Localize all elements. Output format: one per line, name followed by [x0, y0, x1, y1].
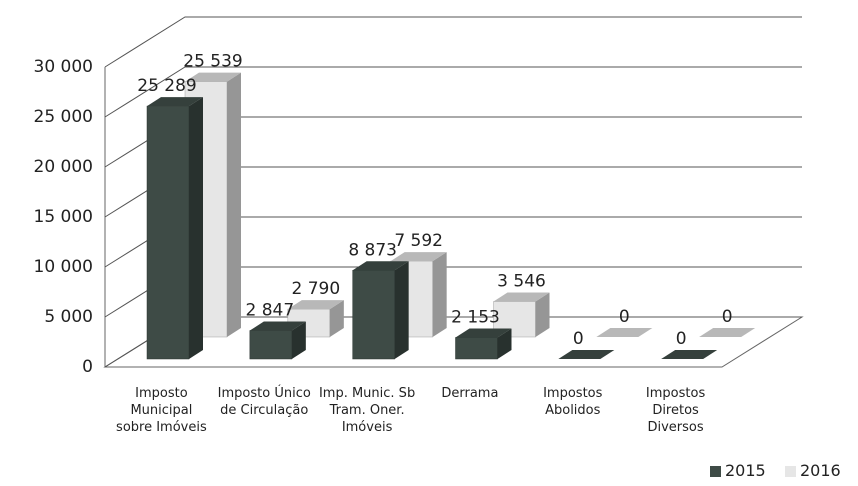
bar-top	[455, 328, 512, 338]
x-tick-label: Derrama	[441, 386, 499, 401]
grid-line	[104, 66, 802, 118]
bar-top	[185, 72, 241, 82]
data-label: 2 153	[451, 307, 500, 327]
bar-side	[394, 261, 409, 359]
data-label: 25 539	[183, 52, 242, 72]
y-tick-label: 25 000	[34, 107, 93, 127]
data-label: 0	[722, 307, 733, 327]
x-tick-label: Impostos Diretos Diversos	[645, 386, 706, 435]
bar-front	[146, 105, 190, 360]
x-tick-label: Imp. Munic. Sb Tram. Oner. Imóveis	[318, 386, 416, 435]
bar-top	[596, 328, 653, 337]
bar-top	[390, 252, 447, 262]
data-label: 25 289	[137, 76, 196, 96]
y-tick-label: 5 000	[44, 307, 93, 327]
y-tick-label: 10 000	[34, 257, 93, 277]
y-tick-label: 30 000	[34, 57, 93, 77]
bar-front	[249, 330, 293, 360]
bar-top	[147, 97, 203, 107]
grid-line	[104, 16, 802, 68]
bar-side	[497, 328, 512, 359]
data-label: 7 592	[394, 231, 443, 251]
data-label: 3 546	[497, 272, 546, 292]
bar-side	[329, 300, 344, 337]
bar-top	[249, 321, 306, 331]
data-label: 2 790	[291, 279, 340, 299]
x-tick-label: Imposto Único de Circulação	[217, 386, 311, 418]
bar-side	[291, 321, 306, 359]
x-tick-label: Impostos Abolidos	[543, 386, 603, 418]
bar-front	[455, 337, 498, 360]
bar-top	[699, 328, 756, 337]
bar-side	[189, 97, 203, 360]
bar-front	[352, 270, 395, 360]
bar-top	[558, 350, 615, 359]
data-label: 2 847	[245, 301, 294, 321]
bar-top	[287, 300, 344, 310]
data-label: 0	[619, 307, 630, 327]
bar-top	[352, 261, 409, 271]
y-tick-label: 15 000	[34, 207, 93, 227]
bar-side	[432, 252, 447, 337]
x-tick-label: Imposto Municipal sobre Imóveis	[116, 386, 207, 435]
legend-label: 2015	[725, 461, 766, 480]
legend-swatch	[785, 466, 796, 477]
data-label: 0	[573, 329, 584, 349]
legend-swatch	[710, 466, 721, 477]
data-label: 8 873	[348, 240, 397, 260]
bar-side	[227, 72, 241, 338]
legend-label: 2016	[800, 461, 841, 480]
bar-top	[661, 350, 718, 359]
y-tick-label: 0	[82, 357, 93, 377]
y-tick-label: 20 000	[34, 157, 93, 177]
bar-top	[493, 292, 550, 302]
data-label: 0	[676, 329, 687, 349]
bar-side	[535, 292, 550, 337]
